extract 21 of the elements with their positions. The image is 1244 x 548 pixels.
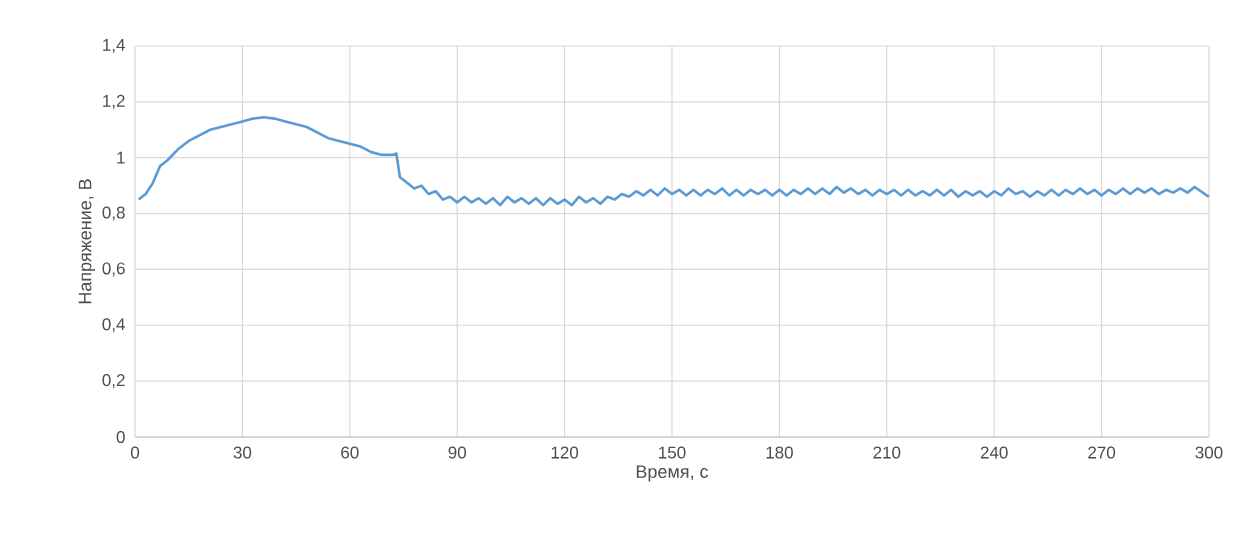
y-tick-label: 0,8 [102,206,125,221]
x-tick-label: 240 [980,446,1008,459]
y-tick-label: 1,2 [103,94,125,109]
x-tick-label: 90 [448,446,466,459]
x-tick-label: 180 [766,446,793,459]
y-tick-label: 0,2 [102,374,125,389]
x-tick-label: 150 [659,446,686,459]
x-axis-title: Время, с [636,465,709,482]
y-tick-label: 0 [116,430,125,444]
y-tick-label: 1,4 [103,39,125,53]
y-tick-label: 0,4 [102,318,125,333]
y-tick-label: 1 [117,151,125,164]
y-tick-label: 0,6 [102,262,125,277]
x-tick-label: 210 [873,446,901,459]
x-tick-label: 30 [233,446,252,459]
x-tick-label: 270 [1088,446,1116,459]
x-tick-label: 300 [1195,446,1223,459]
x-tick-label: 0 [130,446,140,459]
x-tick-label: 60 [341,446,359,459]
x-tick-label: 120 [551,446,579,459]
y-axis-title: Напряжение, В [78,179,95,304]
